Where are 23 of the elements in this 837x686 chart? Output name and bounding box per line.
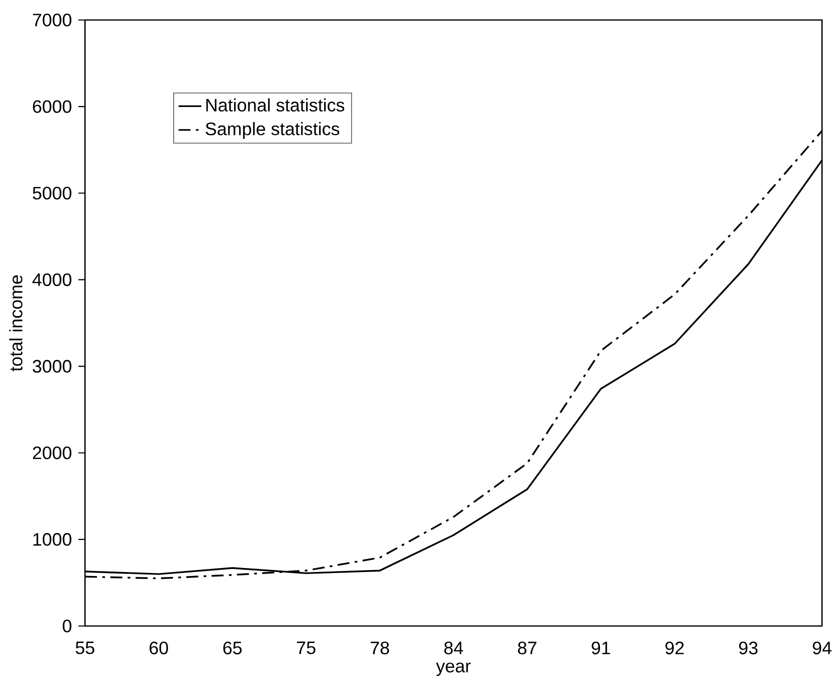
y-tick-label: 0 — [62, 620, 72, 632]
x-tick-label: 55 — [76, 642, 94, 654]
x-tick-label: 75 — [297, 642, 316, 654]
x-tick-label: 92 — [665, 642, 684, 654]
y-tick-label: 3000 — [32, 360, 72, 373]
y-tick-label: 7000 — [32, 14, 72, 26]
x-tick-label: 84 — [444, 642, 463, 654]
x-tick-label: 91 — [592, 642, 610, 654]
y-tick-label: 5000 — [32, 186, 72, 200]
y-tick-label: 4000 — [32, 273, 72, 286]
y-tick-label: 6000 — [32, 100, 72, 113]
x-axis-title: year — [436, 662, 471, 676]
legend-label: Sample statistics — [206, 122, 340, 139]
x-tick-label: 65 — [223, 642, 242, 654]
y-axis-title: total income — [9, 275, 22, 372]
x-tick-label: 93 — [739, 642, 758, 654]
x-tick-label: 87 — [518, 642, 536, 654]
y-tick-label: 2000 — [32, 446, 72, 460]
x-tick-label: 60 — [150, 642, 168, 654]
x-tick-label: 78 — [370, 642, 390, 654]
legend-label: National statistics — [206, 98, 344, 112]
x-tick-label: 94 — [812, 642, 832, 654]
y-tick-label: 1000 — [33, 533, 72, 546]
